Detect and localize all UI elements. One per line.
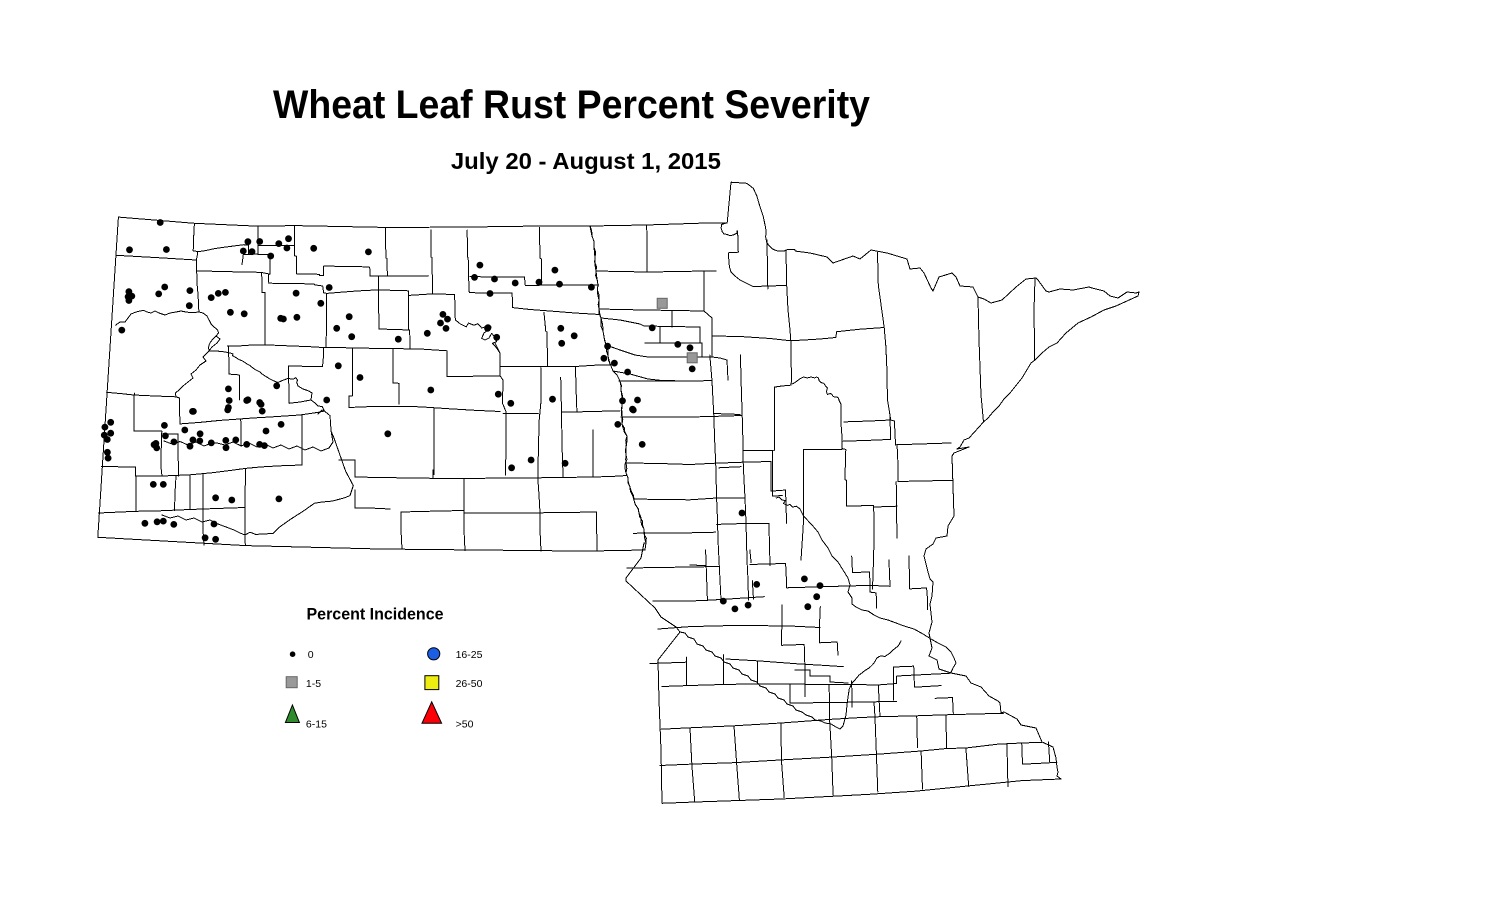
svg-text:Wheat Leaf Rust Percent Severi: Wheat Leaf Rust Percent Severity — [273, 83, 871, 127]
svg-text:16-25: 16-25 — [456, 649, 483, 661]
svg-text:>50: >50 — [456, 718, 474, 730]
svg-text:1-5: 1-5 — [306, 678, 321, 690]
svg-text:July 20 - August 1, 2015: July 20 - August 1, 2015 — [451, 148, 721, 174]
svg-text:6-15: 6-15 — [306, 718, 327, 730]
svg-text:Percent Incidence: Percent Incidence — [307, 606, 444, 624]
svg-text:26-50: 26-50 — [456, 678, 483, 690]
svg-text:0: 0 — [308, 649, 314, 661]
